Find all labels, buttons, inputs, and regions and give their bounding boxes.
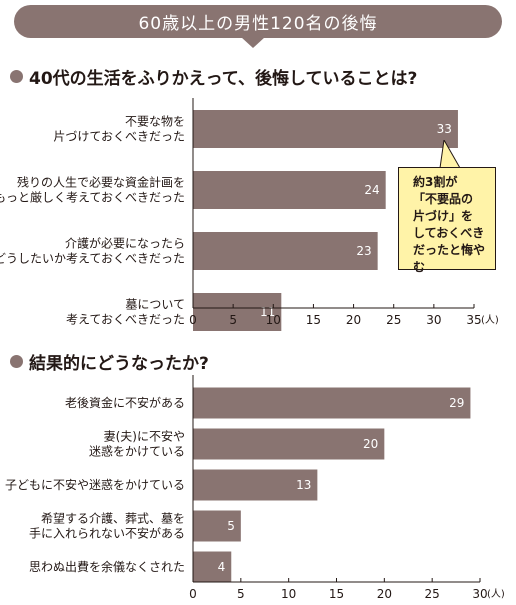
chart-2-category-label: 希望する介護、葬式、墓を <box>41 511 185 526</box>
chart-1-value-label: 23 <box>356 244 371 258</box>
chart-2-bar <box>193 510 241 542</box>
chart-2-tick-label: 15 <box>329 587 344 601</box>
chart-1-category-label: もっと厳しく考えておくべきだった <box>0 191 185 205</box>
chart-2-tick-label: 10 <box>281 587 296 601</box>
chart-1-category-label: 介護が必要になったら <box>65 236 185 251</box>
chart-1-tick-label: 10 <box>266 313 281 327</box>
chart-2-bar <box>193 551 232 583</box>
title-banner-pointer <box>241 37 265 48</box>
chart-2-tick-label: 30 <box>472 587 487 601</box>
chart-1-tick-label: 25 <box>386 313 401 327</box>
chart-1-category-label: 不要な物を <box>125 115 185 129</box>
title-banner: 60歳以上の男性120名の後悔 <box>14 5 502 38</box>
chart-1-tick-label: 5 <box>229 313 237 327</box>
chart-1-category-label: 残りの人生で必要な資金計画を <box>17 175 185 190</box>
page-title: 60歳以上の男性120名の後悔 <box>138 14 378 34</box>
chart-2-value-label: 13 <box>296 478 311 492</box>
chart-2-value-label: 29 <box>449 396 464 410</box>
chart-1-tick-label: 20 <box>346 313 361 327</box>
chart-1-tick-label: 35 <box>466 313 481 327</box>
chart-1-bar <box>193 232 378 270</box>
chart-2-value-label: 20 <box>363 437 378 451</box>
chart-1-category-label: 考えておくべきだった <box>66 313 185 327</box>
chart-2-bar <box>193 428 385 460</box>
chart-2-heading: 結果的にどうなったか? <box>10 349 209 374</box>
chart-1-tick-label: 30 <box>426 313 441 327</box>
chart-1-category-label: 片づけておくべきだった <box>53 130 185 144</box>
chart-2-tick-label: 5 <box>237 587 245 601</box>
chart-2-tick-label: 20 <box>377 587 392 601</box>
chart-2-tick-label: 0 <box>189 587 197 601</box>
chart-2-bar <box>193 387 471 419</box>
chart-2-category-label: 迷惑をかけている <box>89 445 185 459</box>
chart-2-category-label: 子どもに不安や迷惑をかけている <box>5 477 185 492</box>
callout-box: 約3割が 「不要品の 片づけ」を しておくべき だったと悔やむ <box>398 167 496 274</box>
chart-1-value-label: 33 <box>437 122 452 136</box>
chart-1-bar <box>193 293 282 331</box>
chart-2-unit-label: (人) <box>487 588 505 600</box>
chart-2-bar <box>193 469 318 501</box>
chart-1-tick-label: 15 <box>306 313 321 327</box>
callout-tail <box>439 140 461 169</box>
chart-1-bar <box>193 110 458 148</box>
chart-2-category-label: 思わぬ出費を余儀なくされた <box>29 559 185 574</box>
chart-2-tick-label: 25 <box>425 587 440 601</box>
chart-1-value-label: 24 <box>364 183 379 197</box>
chart-2-category-label: 老後資金に不安がある <box>65 395 185 410</box>
chart-1-category-label: 墓について <box>125 298 185 312</box>
chart-1-title: 40代の生活をふりかえって、後悔していることは? <box>29 69 418 89</box>
chart-1-heading: 40代の生活をふりかえって、後悔していることは? <box>10 64 417 89</box>
chart-2-value-label: 5 <box>227 519 235 533</box>
chart-2-category-label: 妻(夫)に不安や <box>104 429 185 444</box>
chart-1-tick-label: 0 <box>189 313 197 327</box>
chart-1-bar <box>193 171 386 209</box>
chart-2-title: 結果的にどうなったか? <box>29 354 209 374</box>
bullet-dot-icon <box>10 355 23 368</box>
chart-2-category-label: 手に入れられない不安がある <box>29 526 185 541</box>
chart-2-value-label: 4 <box>218 560 226 574</box>
chart-2: 29 老後資金に不安がある 20 妻(夫)に不安や迷惑をかけている 13 子どもに不安や迷… <box>5 375 505 601</box>
bullet-dot-icon <box>10 70 23 83</box>
chart-1-unit-label: (人) <box>481 314 499 326</box>
chart-1-category-label: どうしたいか考えておくべきだった <box>0 252 185 266</box>
